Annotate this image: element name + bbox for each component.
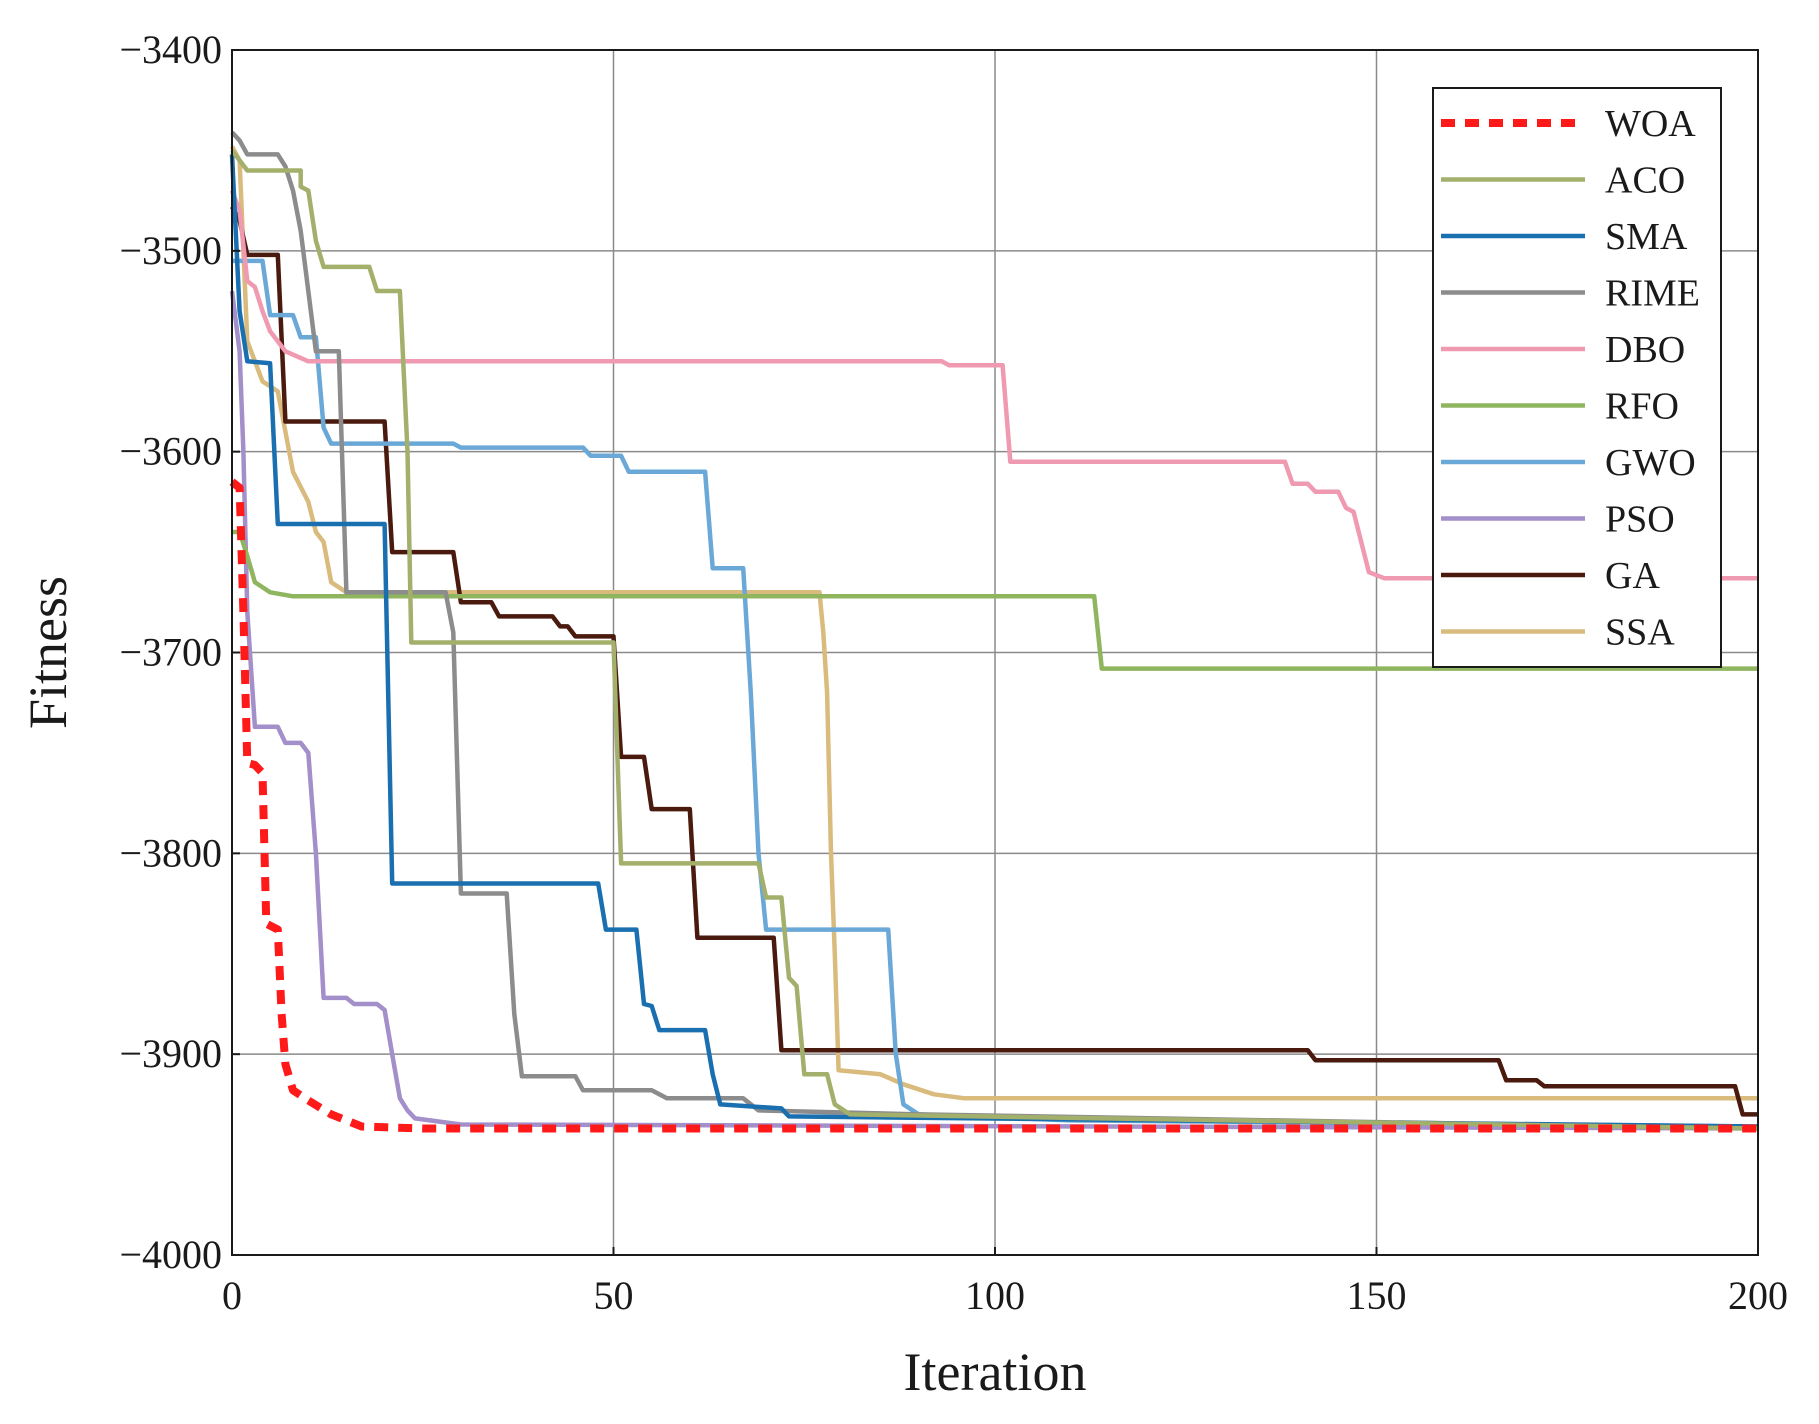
series-line-woa <box>229 478 1758 1133</box>
y-axis-label: Fitness <box>18 576 78 729</box>
series-line-dbo <box>229 189 1758 581</box>
legend-label-woa: WOA <box>1605 103 1696 145</box>
legend-label-pso: PSO <box>1605 499 1675 541</box>
x-axis-label: Iteration <box>904 1342 1087 1402</box>
y-tick-label-2: −3600 <box>119 429 222 474</box>
axis-ticks: 0 50 100 150 200 −3400 −3500 −3600 −3700 −3800 −39… <box>119 27 1788 1318</box>
y-tick-label-1: −3500 <box>119 228 222 273</box>
series-line-aco <box>230 149 1759 1131</box>
series-line-gwo <box>232 258 1759 1129</box>
legend-label-aco: ACO <box>1605 160 1685 202</box>
y-tick-label-0: −3400 <box>119 27 222 72</box>
y-tick-label-6: −4000 <box>119 1232 222 1277</box>
legend: WOA ACO SMA RIME DBO RFO GWO PSO GA SSA <box>1432 87 1722 668</box>
legend-label-ga: GA <box>1605 555 1660 597</box>
x-tick-label-1: 50 <box>594 1273 634 1318</box>
series-lines <box>229 130 1759 1133</box>
series-line-pso <box>229 290 1759 1131</box>
x-tick-label-3: 150 <box>1347 1273 1407 1318</box>
y-tick-label-4: −3800 <box>119 830 222 875</box>
legend-label-dbo: DBO <box>1605 329 1685 371</box>
legend-label-ssa: SSA <box>1605 612 1675 654</box>
x-tick-label-0: 0 <box>222 1273 242 1318</box>
legend-label-sma: SMA <box>1605 216 1688 258</box>
series-line-sma <box>229 154 1759 1129</box>
legend-box <box>1432 87 1722 668</box>
y-tick-label-3: −3700 <box>119 630 222 675</box>
x-tick-label-4: 200 <box>1728 1273 1788 1318</box>
legend-label-rfo: RFO <box>1605 386 1679 428</box>
y-tick-label-5: −3900 <box>119 1031 222 1076</box>
x-tick-label-2: 100 <box>965 1273 1025 1318</box>
legend-label-rime: RIME <box>1605 273 1700 315</box>
legend-label-gwo: GWO <box>1605 442 1696 484</box>
